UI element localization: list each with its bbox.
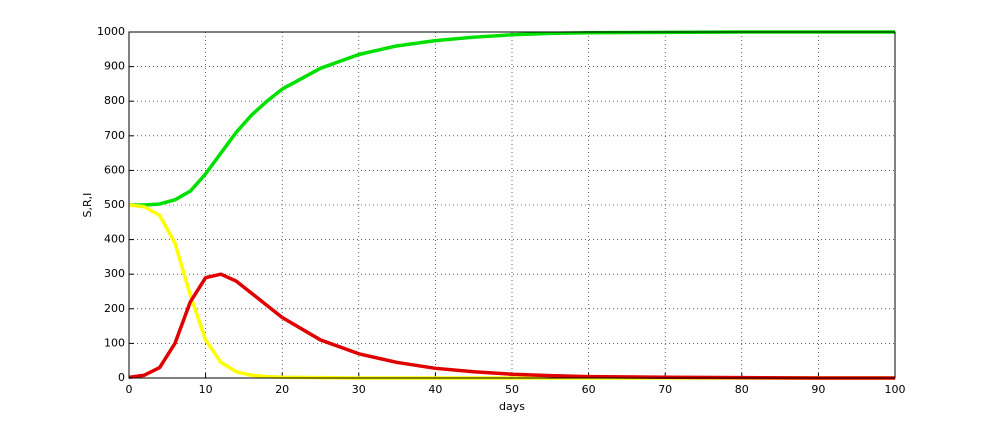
y-tick-label: 300 [104, 267, 125, 280]
x-tick-label: 100 [885, 383, 906, 396]
y-axis-label: S,R,I [81, 193, 94, 218]
y-tick-label: 1000 [97, 25, 125, 38]
x-tick-label: 10 [199, 383, 213, 396]
x-tick-label: 70 [658, 383, 672, 396]
y-tick-label: 400 [104, 233, 125, 246]
y-tick-label: 900 [104, 60, 125, 73]
plot-frame [128, 31, 896, 379]
y-tick-label: 200 [104, 302, 125, 315]
x-tick-label: 80 [735, 383, 749, 396]
y-tick-label: 100 [104, 336, 125, 349]
x-tick-label: 40 [428, 383, 442, 396]
y-tick-label: 700 [104, 129, 125, 142]
y-tick-label: 800 [104, 94, 125, 107]
x-tick-label: 60 [582, 383, 596, 396]
series-line [129, 30, 895, 207]
series-line [128, 272, 895, 380]
y-tick-label: 600 [104, 163, 125, 176]
x-tick-label: 20 [275, 383, 289, 396]
y-tick-label: 0 [118, 371, 125, 384]
x-tick-label: 30 [352, 383, 366, 396]
y-tick-label: 500 [104, 198, 125, 211]
x-tick-label: 0 [126, 383, 133, 396]
x-tick-label: 50 [505, 383, 519, 396]
x-axis-label: days [499, 400, 525, 413]
x-tick-label: 90 [811, 383, 825, 396]
